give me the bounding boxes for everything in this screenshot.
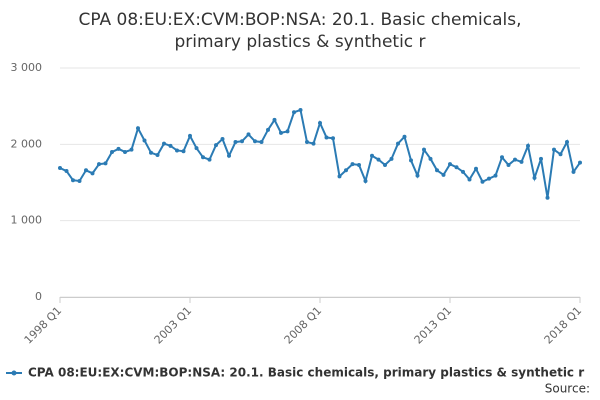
data-point <box>227 153 231 158</box>
data-point <box>168 143 173 148</box>
data-point <box>194 146 199 151</box>
data-point <box>344 168 348 173</box>
data-point <box>383 162 387 167</box>
data-point <box>389 156 394 161</box>
x-tick-label: 2008 Q1 <box>282 304 325 347</box>
data-point <box>493 173 498 178</box>
y-tick-label: 2 000 <box>11 137 43 150</box>
chart-title: CPA 08:EU:EX:CVM:BOP:NSA: 20.1. Basic ch… <box>78 10 521 30</box>
data-point <box>103 161 108 166</box>
data-point <box>409 158 413 163</box>
data-point <box>311 141 316 146</box>
data-point <box>474 166 478 171</box>
data-point <box>519 159 524 164</box>
data-point <box>266 127 270 132</box>
data-point <box>558 152 563 157</box>
data-point <box>84 168 88 173</box>
data-point <box>64 169 69 174</box>
data-point <box>441 172 446 177</box>
data-point <box>136 126 140 131</box>
data-point <box>181 149 186 154</box>
data-point <box>129 147 134 152</box>
source-label: Source: <box>545 382 590 396</box>
data-point <box>58 165 62 170</box>
data-point <box>272 117 277 122</box>
data-point <box>454 165 459 170</box>
data-point <box>467 177 472 182</box>
x-tick-label: 2018 Q1 <box>542 304 585 347</box>
data-point <box>428 156 433 161</box>
data-point <box>246 132 251 137</box>
data-point <box>552 147 556 152</box>
data-point <box>331 136 335 141</box>
data-point <box>435 168 439 173</box>
data-point <box>578 160 582 165</box>
data-point <box>116 146 121 151</box>
data-point <box>487 176 491 181</box>
data-point <box>571 169 576 174</box>
data-point <box>402 134 407 139</box>
data-point <box>175 148 179 153</box>
data-point <box>201 155 205 160</box>
legend-marker <box>11 370 17 376</box>
y-tick-label: 0 <box>35 290 42 303</box>
data-point <box>357 162 361 167</box>
x-tick-label: 2013 Q1 <box>412 304 455 347</box>
data-point <box>506 162 511 167</box>
data-point <box>259 140 264 145</box>
data-point <box>279 130 283 135</box>
data-point <box>461 169 465 174</box>
data-point <box>376 157 381 162</box>
data-point <box>539 156 543 161</box>
data-point <box>214 143 218 148</box>
data-point <box>77 178 82 183</box>
data-point <box>415 173 420 178</box>
data-point <box>396 141 400 146</box>
x-tick-label: 2003 Q1 <box>152 304 195 347</box>
data-point <box>500 155 504 160</box>
data-point <box>337 174 342 179</box>
y-tick-label: 1 000 <box>11 214 43 227</box>
data-point <box>545 195 550 200</box>
data-point <box>370 153 374 158</box>
data-point <box>532 175 537 180</box>
data-point <box>240 139 244 144</box>
data-point <box>285 129 290 134</box>
data-point <box>526 143 530 148</box>
data-point <box>513 157 517 162</box>
data-point <box>318 120 322 125</box>
data-point <box>162 141 166 146</box>
data-point <box>123 149 127 154</box>
data-point <box>350 162 355 167</box>
data-point <box>110 149 114 154</box>
data-point <box>253 139 257 144</box>
data-point <box>188 133 192 138</box>
chart-title: primary plastics & synthetic r <box>174 32 425 52</box>
data-point <box>480 179 485 184</box>
data-point <box>233 140 238 145</box>
data-point <box>448 162 452 167</box>
data-point <box>155 153 160 158</box>
data-point <box>90 171 95 176</box>
data-point <box>422 147 426 152</box>
x-tick-label: 1998 Q1 <box>22 304 65 347</box>
data-point <box>565 140 569 145</box>
data-point <box>292 110 296 115</box>
data-point <box>298 107 303 112</box>
data-point <box>324 135 329 140</box>
data-point <box>97 162 101 167</box>
data-point <box>305 140 309 145</box>
legend-label: CPA 08:EU:EX:CVM:BOP:NSA: 20.1. Basic ch… <box>28 366 584 380</box>
data-point <box>149 150 153 155</box>
data-point <box>363 178 368 183</box>
y-tick-label: 3 000 <box>11 61 43 74</box>
data-point <box>220 136 225 141</box>
data-point <box>142 138 147 143</box>
data-point <box>207 157 212 162</box>
data-point <box>71 178 75 183</box>
